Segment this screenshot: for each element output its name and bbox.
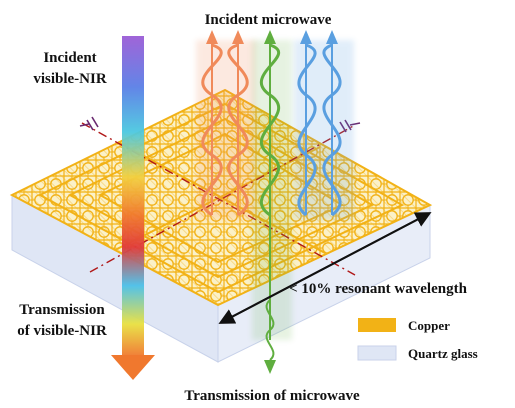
legend-label-copper: Copper [408, 318, 450, 333]
transmission-microwave-label: Transmission of microwave [184, 388, 360, 404]
incident-microwave-orange [196, 30, 256, 220]
legend: Copper Quartz glass [357, 318, 478, 361]
transmitted-microwave-green [264, 299, 276, 374]
incident-microwave-blue [294, 30, 354, 220]
legend-swatch-copper [358, 318, 396, 332]
legend-swatch-glass [357, 345, 397, 361]
incident-visible-label-line1: Incident [43, 50, 96, 66]
capacitor-symbol-left [79, 116, 99, 131]
visible-nir-arrow [111, 36, 155, 380]
incident-microwave-green [252, 30, 292, 340]
transmission-visible-label-line1: Transmission [19, 302, 105, 318]
incident-visible-label-line2: visible-NIR [33, 71, 107, 87]
legend-label-glass: Quartz glass [408, 346, 478, 361]
transmission-visible-label-line2: of visible-NIR [17, 323, 107, 339]
resonant-wavelength-label: < 10% resonant wavelength [289, 281, 468, 297]
incident-microwave-label: Incident microwave [205, 12, 332, 28]
dimension-arrow [218, 212, 432, 324]
